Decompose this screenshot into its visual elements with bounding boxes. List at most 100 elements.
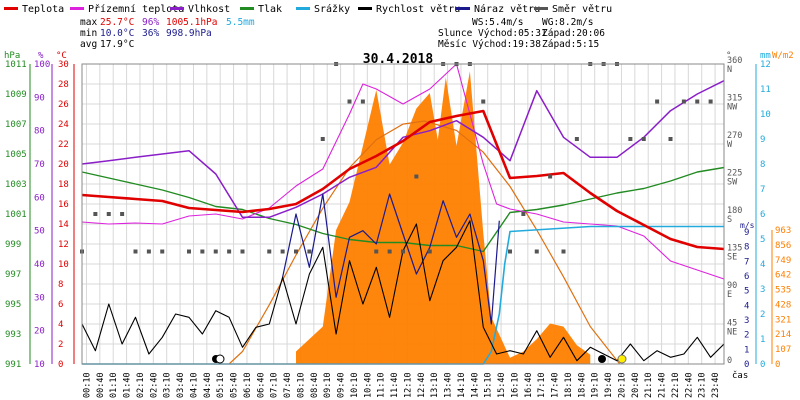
legend: Teplota Přízemní teplota Vlhkost Tlak Sr…	[4, 3, 612, 15]
x-tick-label: 02:10	[136, 372, 146, 398]
axis-tick-deg: 315	[727, 94, 742, 104]
x-tick-label: 23:40	[711, 372, 721, 398]
x-tick-label: 13:10	[430, 372, 440, 398]
axis-tick-pct: 10	[34, 360, 45, 370]
humidity-line	[81, 80, 725, 219]
wind-dir-point	[387, 249, 392, 254]
solar-area	[296, 71, 591, 364]
axis-tick-mm: 1	[760, 335, 765, 345]
x-tick-label: 14:10	[457, 372, 467, 398]
axis-tick-degc: 6	[58, 300, 63, 310]
axis-tick-mm: 3	[760, 285, 765, 295]
wind-dir-point	[347, 99, 352, 104]
sun-rise: Slunce Východ:05:31	[438, 28, 547, 39]
wind-dir-point	[213, 249, 218, 254]
axis-tick-mm: 10	[760, 110, 771, 120]
axis-tick-mm: 6	[760, 210, 765, 220]
wind-dir-point	[548, 174, 553, 179]
axis-tick-deg: 135	[727, 244, 742, 254]
axis-tick-deg: 225	[727, 169, 742, 179]
x-tick-label: 19:10	[591, 372, 601, 398]
wind-dir-point	[668, 137, 673, 141]
sun-set: Západ:20:06	[542, 28, 605, 39]
axes: 9919939959979991001100310051007100910111…	[5, 56, 791, 398]
x-tick-label: 10:40	[363, 372, 373, 398]
wind-dir-point	[628, 137, 633, 141]
stat-min-temp: 10.0°C	[100, 28, 134, 39]
axis-tick-hpa: 991	[5, 360, 21, 370]
wind-gust-max: WG:8.2m/s	[542, 17, 593, 28]
axis-tick-degc: 28	[58, 80, 69, 90]
gust-line	[282, 193, 500, 325]
axis-tick-deg: 270	[727, 131, 742, 141]
wind-dir-point	[93, 212, 98, 216]
x-tick-label: 05:40	[230, 372, 240, 398]
axis-tick-pct: 100	[34, 60, 50, 70]
axis-tick-wm2: 749	[775, 256, 791, 266]
x-tick-label: 14:40	[470, 372, 480, 398]
pressure-line	[81, 166, 725, 253]
axis-tick-hpa: 999	[5, 240, 21, 250]
x-tick-label: 13:40	[444, 372, 454, 398]
x-tick-label: 11:40	[390, 372, 400, 398]
x-tick-label: 21:40	[658, 372, 668, 398]
stat-max-press: 1005.1hPa	[166, 17, 217, 28]
axis-tick-deg: 0	[727, 356, 732, 366]
x-tick-label: 17:10	[537, 372, 547, 398]
axis-tick-dir: E	[727, 290, 732, 300]
wind-dir-point	[120, 212, 125, 216]
axis-tick-ms: 4	[744, 301, 749, 311]
axis-tick-mm: 2	[760, 310, 765, 320]
x-tick-label: 10:10	[350, 372, 360, 398]
wind-dir-point	[307, 249, 312, 254]
axis-tick-dir: N	[727, 65, 732, 75]
axis-tick-hpa: 1001	[5, 210, 27, 220]
x-tick-label: 12:40	[417, 372, 427, 398]
wind-dir-point	[574, 137, 579, 141]
x-tick-label: 04:10	[189, 372, 199, 398]
axis-tick-dir: SE	[727, 253, 737, 263]
wind-dir-point	[267, 249, 272, 254]
axis-tick-hpa: 1007	[5, 120, 27, 130]
wind-speed-avg: WS:5.4m/s	[472, 17, 523, 28]
axis-tick-ms: 7	[744, 257, 749, 267]
axis-tick-degc: 8	[58, 280, 63, 290]
axis-tick-dir: W	[727, 140, 733, 150]
wind-dir-point	[187, 249, 191, 254]
x-tick-label: 15:10	[484, 372, 494, 398]
sunset-marker	[617, 354, 627, 364]
axis-tick-pct: 90	[34, 93, 45, 103]
stat-max-label: max	[80, 17, 97, 28]
axis-tick-ms: 3	[744, 316, 749, 326]
x-tick-label: 22:10	[671, 372, 681, 398]
x-tick-label: 22:40	[684, 372, 694, 398]
wind-dir-point	[240, 249, 245, 254]
wind-dir-point	[508, 249, 512, 254]
axis-tick-degc: 20	[58, 160, 69, 170]
axis-tick-pct: 40	[34, 260, 45, 270]
axis-tick-deg: 90	[727, 281, 737, 291]
x-tick-label: 12:10	[403, 372, 413, 398]
axis-tick-degc: 12	[58, 240, 69, 250]
x-tick-label: 03:40	[176, 372, 186, 398]
wind-dir-point	[414, 174, 419, 179]
stat-max-temp: 25.7°C	[100, 17, 134, 28]
axis-tick-wm2: 214	[775, 330, 791, 340]
x-tick-label: 07:40	[283, 372, 293, 398]
legend-label-gust: Náraz větru	[474, 3, 540, 15]
wind-dir-point	[360, 99, 365, 104]
legend-swatch-temp	[4, 7, 18, 10]
stat-min-label: min	[80, 28, 97, 39]
moon-rise: Měsíc Východ:19:38	[438, 39, 541, 50]
x-tick-label: 17:40	[551, 372, 561, 398]
x-tick-label: 19:40	[604, 372, 614, 398]
axis-tick-degc: 14	[58, 220, 69, 230]
legend-swatch-press	[240, 7, 254, 10]
axis-tick-degc: 30	[58, 60, 69, 70]
legend-label-rain: Srážky	[314, 3, 350, 15]
axis-tick-dir: SW	[727, 178, 738, 188]
legend-swatch-dir	[534, 7, 548, 10]
wind-dir-point	[655, 99, 660, 104]
axis-tick-degc: 22	[58, 140, 69, 150]
axis-tick-wm2: 856	[775, 241, 791, 251]
